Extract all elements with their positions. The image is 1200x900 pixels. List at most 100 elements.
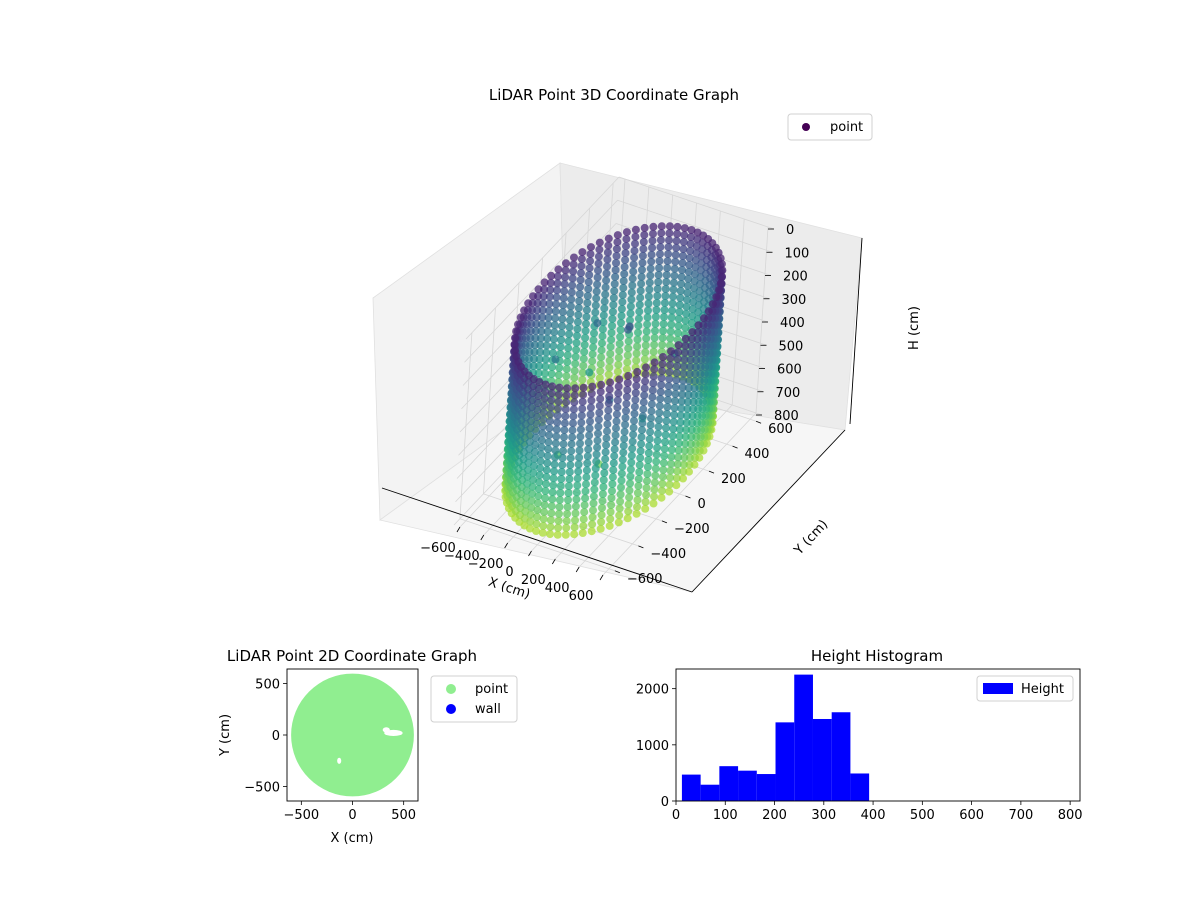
point: [688, 411, 697, 420]
point: [538, 528, 547, 537]
point: [539, 521, 548, 530]
point: [634, 314, 643, 323]
point: [579, 383, 588, 392]
point: [657, 493, 666, 502]
point: [642, 490, 651, 499]
point: [578, 397, 587, 406]
point: [644, 456, 653, 464]
point: [674, 321, 683, 330]
point: [636, 447, 645, 456]
point: [581, 326, 590, 335]
point: [593, 280, 602, 289]
point: [667, 347, 675, 356]
point: [597, 517, 606, 526]
point: [563, 502, 572, 511]
point: [572, 338, 581, 347]
point: [620, 270, 629, 278]
point: [620, 427, 629, 436]
point: [578, 375, 587, 384]
point: [679, 252, 687, 260]
point: [652, 450, 661, 459]
point: [691, 370, 700, 378]
point: [586, 417, 594, 426]
point: [637, 440, 646, 449]
point: [580, 501, 589, 510]
point: [671, 389, 680, 398]
point: [516, 313, 525, 322]
point: [640, 230, 649, 239]
point: [624, 500, 633, 509]
point: [623, 514, 632, 523]
point: [612, 417, 621, 426]
point: [625, 486, 634, 495]
point: [587, 527, 596, 536]
point: [605, 385, 614, 394]
point: [531, 440, 540, 449]
point: [585, 431, 594, 440]
point: [572, 345, 581, 354]
point: [668, 299, 677, 308]
point: [541, 480, 550, 488]
point: [556, 481, 565, 490]
point: [584, 285, 593, 293]
point: [569, 405, 578, 414]
point: [615, 504, 624, 513]
point: [655, 264, 664, 272]
point: [540, 401, 549, 410]
point: [621, 413, 630, 422]
point: [599, 476, 608, 484]
point: [674, 328, 682, 337]
point: [666, 327, 675, 336]
point: [680, 355, 689, 364]
point: [638, 419, 647, 428]
point: [693, 342, 702, 351]
point: [553, 418, 562, 427]
point: [653, 443, 662, 452]
point: [656, 387, 665, 396]
point: [649, 347, 658, 356]
ticks-hist: 0 100 200 300 400 500 600 700 800 0 1000 2000: [636, 683, 1083, 823]
y-tick-label: 600: [768, 422, 793, 437]
point: [657, 380, 666, 389]
y-tick-mark: [661, 520, 668, 524]
point: [575, 446, 584, 455]
point: [644, 306, 652, 315]
point: [614, 518, 623, 527]
y-tick-label: −600: [627, 572, 663, 587]
point: [617, 469, 626, 478]
histogram-bar: [700, 784, 720, 801]
point: [610, 279, 619, 288]
point: [589, 506, 597, 515]
point: [636, 293, 645, 302]
point: [553, 530, 562, 539]
point: [632, 381, 641, 390]
point: [680, 453, 689, 462]
point: [681, 439, 690, 448]
point: [661, 437, 670, 446]
point: [535, 478, 544, 487]
point: [648, 243, 657, 252]
point: [534, 385, 543, 393]
point: [561, 273, 570, 282]
point: [562, 516, 571, 525]
point: [565, 330, 574, 339]
point: [537, 334, 545, 343]
x-tick-label: 200: [521, 573, 546, 588]
point: [602, 276, 611, 285]
point: [595, 374, 604, 383]
histogram-bar: [756, 774, 776, 801]
x-tick-mark: [456, 526, 461, 533]
point: [614, 353, 623, 362]
point: [659, 458, 668, 467]
point: [551, 453, 559, 462]
point: [625, 322, 634, 331]
point: [606, 514, 615, 523]
point: [693, 335, 702, 344]
point: [568, 433, 577, 442]
point: [677, 273, 686, 281]
point: [530, 447, 539, 456]
point: [573, 481, 582, 490]
point: [660, 305, 669, 314]
point: [615, 511, 624, 520]
point: [689, 397, 698, 406]
